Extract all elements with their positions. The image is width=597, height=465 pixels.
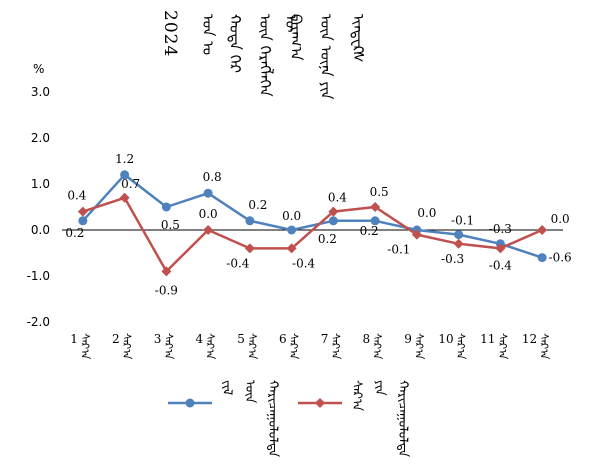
x-tick-label: 3	[154, 332, 162, 346]
series-point	[495, 243, 506, 254]
data-label: -0.4	[489, 258, 513, 272]
x-tick-suffix: ᠰᠠᠷ᠎ᠠ	[245, 333, 258, 360]
legend-label-yoy: ᠵᠢᠯ ᠦᠨ ᠬᠠᠷᠢᠴᠠᠭᠤᠯᠤᠯᠲᠠ	[219, 380, 280, 458]
x-tick-suffix: ᠰᠠᠷ᠎ᠠ	[454, 333, 467, 360]
data-label: 0.2	[65, 226, 84, 240]
series-point	[119, 192, 130, 203]
data-label: 0.8	[203, 170, 222, 184]
legend-label-mom: ᠰᠠᠷ᠎ᠠ ᠶᠢᠨ ᠬᠠᠷᠢᠴᠠᠭᠤᠯᠤᠯᠲᠠ	[349, 380, 410, 458]
x-tick-suffix: ᠰᠠᠷ᠎ᠠ	[538, 333, 551, 360]
data-label: -0.9	[155, 283, 178, 297]
series-point	[370, 202, 381, 212]
chart-title-line: ᠪᠠᠷᠠᠭ᠎ᠠ	[287, 14, 305, 61]
series-line	[82, 196, 543, 273]
data-label: -0.1	[451, 214, 474, 228]
data-label: 0.5	[370, 185, 389, 199]
series-point	[77, 206, 88, 217]
chart-title: 2024	[160, 10, 180, 58]
series-point	[78, 216, 88, 226]
series-point	[287, 225, 297, 235]
data-label: 0.7	[121, 177, 140, 191]
y-tick-label: 1.0	[31, 177, 50, 191]
x-tick-suffix: ᠰᠠᠷ᠎ᠠ	[162, 333, 175, 360]
data-label: 0.4	[67, 189, 86, 203]
x-tick-suffix: ᠰᠠᠷ᠎ᠠ	[412, 333, 425, 360]
y-axis-unit-label: %	[33, 62, 45, 76]
x-tick-label: 8	[362, 332, 370, 346]
x-tick-suffix: ᠰᠠᠷ᠎ᠠ	[329, 333, 342, 360]
x-tick-suffix: ᠰᠠᠷ᠎ᠠ	[204, 333, 217, 360]
x-tick-label: 11	[480, 332, 495, 346]
x-tick-label: 2	[112, 332, 120, 346]
series-point	[411, 229, 422, 240]
data-label: 0.0	[199, 207, 218, 221]
x-tick-label: 4	[195, 332, 203, 346]
series-line	[81, 173, 543, 259]
data-label: 0.0	[417, 206, 436, 220]
data-label: 0.0	[282, 209, 301, 223]
data-label: 1.2	[115, 152, 134, 166]
series-point	[203, 188, 213, 198]
series-point	[454, 230, 464, 240]
x-tick-suffix: ᠰᠠᠷ᠎ᠠ	[496, 333, 509, 360]
x-tick-label: 7	[321, 332, 329, 346]
y-tick-label: -2.0	[27, 315, 50, 329]
x-tick-label: 6	[279, 332, 287, 346]
series-point	[203, 225, 214, 235]
chart-title-line: ᠦᠨ ᠬᠡᠷᠡᠭᠯᠡᠭᠡᠨ ᠦ	[256, 14, 300, 97]
data-label: -0.1	[387, 243, 410, 257]
series-point	[453, 238, 464, 249]
series-point	[161, 202, 171, 212]
y-tick-label: 3.0	[31, 85, 50, 99]
x-tick-suffix: ᠰᠠᠷ᠎ᠠ	[78, 333, 91, 360]
x-tick-suffix: ᠰᠠᠷ᠎ᠠ	[371, 333, 384, 360]
series-point	[286, 243, 297, 254]
x-tick-label: 1	[70, 332, 78, 346]
data-label: -0.4	[226, 256, 250, 270]
y-tick-label: -1.0	[27, 269, 50, 283]
chart-title-line: ᠦᠨ ᠦᠨᠡ ᠶᠢᠨ	[317, 14, 335, 100]
series-point	[328, 206, 339, 217]
data-label: -0.3	[441, 252, 464, 266]
x-tick-label: 12	[522, 332, 537, 346]
series-point	[537, 225, 548, 235]
x-tick-suffix: ᠰᠠᠷ᠎ᠠ	[120, 333, 133, 360]
data-label: -0.4	[292, 256, 316, 270]
series-point	[244, 243, 255, 254]
chart-title-line: ᠣᠨ ᠤ	[199, 14, 217, 56]
series-point	[537, 253, 547, 263]
y-tick-label: 2.0	[31, 131, 50, 145]
data-label: 0.5	[161, 218, 180, 232]
data-label: 0.2	[248, 198, 267, 212]
series-point	[120, 170, 130, 180]
data-label: 0.4	[328, 191, 347, 205]
x-tick-label: 5	[237, 332, 245, 346]
x-tick-suffix: ᠰᠠᠷ᠎ᠠ	[287, 333, 300, 360]
series-point	[370, 216, 380, 226]
data-label: 0.0	[551, 212, 570, 226]
chart-title-line: ᠬᠣᠲᠠ ᠭᠡᠷ	[226, 14, 244, 74]
chart-title-line: ᠢᠨᠳᠧᠺᠰ	[349, 14, 367, 63]
series-point	[161, 266, 172, 277]
data-label: -0.6	[549, 251, 572, 265]
series-point	[328, 216, 338, 226]
data-label: 0.2	[360, 224, 379, 238]
y-tick-label: 0.0	[31, 223, 50, 237]
data-label: 0.2	[318, 232, 337, 246]
x-tick-label: 9	[404, 332, 412, 346]
data-label: -0.3	[489, 222, 512, 236]
series-point	[245, 216, 255, 226]
legend-marker	[315, 398, 325, 408]
x-tick-label: 10	[438, 332, 453, 346]
legend-marker	[185, 398, 195, 408]
